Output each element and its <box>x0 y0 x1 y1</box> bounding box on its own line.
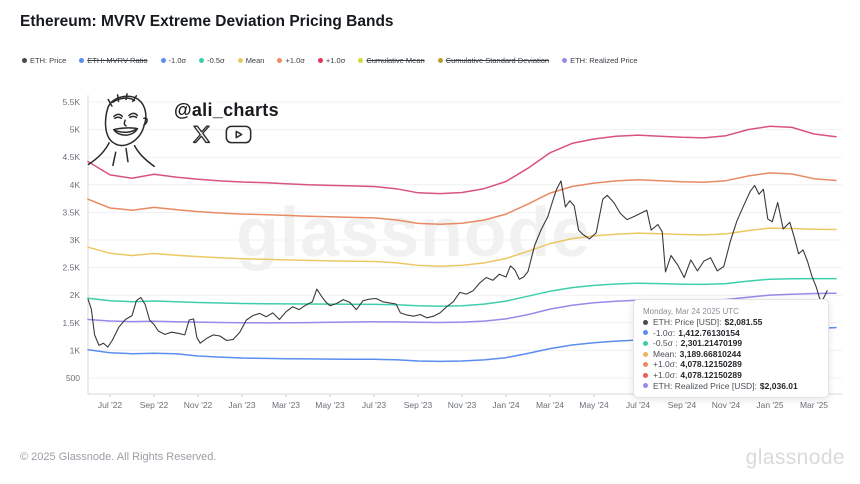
legend-label: ETH: Realized Price <box>570 56 638 65</box>
tooltip-row-1: -1.0σ: 1,412.76130154 <box>643 328 819 339</box>
tooltip-row-0: ETH: Price [USD]: $2,081.55 <box>643 317 819 328</box>
y-tick-label: 3K <box>70 235 81 245</box>
legend-dot <box>317 58 323 63</box>
legend-label: Cumulative Standard Deviation <box>445 56 550 65</box>
tooltip-row-4: +1.0σ: 4,078.12150289 <box>643 359 819 370</box>
x-tick-label: May '23 <box>315 400 345 410</box>
series-+1.0-upper-red-band- <box>87 125 837 195</box>
page-title: Ethereum: MVRV Extreme Deviation Pricing… <box>20 13 394 30</box>
x-tick-label: Nov '23 <box>448 400 477 410</box>
glassnode-logo: glassnode <box>745 446 845 469</box>
y-tick-label: 1K <box>70 345 81 355</box>
x-tick-label: Jan '24 <box>492 400 519 410</box>
series-+1.0-orange-band- <box>87 172 837 226</box>
legend-dot <box>358 58 364 63</box>
legend-dot <box>277 58 283 63</box>
x-tick-label: Mar '25 <box>800 400 828 410</box>
x-tick-label: Mar '23 <box>272 400 300 410</box>
tooltip-row-dot <box>643 340 648 346</box>
tooltip-row-dot <box>643 319 648 325</box>
tooltip-rows: ETH: Price [USD]: $2,081.55 -1.0σ: 1,412.76… <box>643 317 819 391</box>
chart-legend: ETH: Price ETH: MVRV Ratio -1.0σ -0.5σ Mean +… <box>22 56 638 65</box>
y-tick-label: 500 <box>66 373 80 383</box>
legend-item-0[interactable]: ETH: Price <box>22 56 66 65</box>
legend-label: Mean <box>245 56 265 65</box>
tooltip-date: Monday, Mar 24 2025 UTC <box>643 307 739 316</box>
y-tick-label: 2K <box>70 290 81 300</box>
x-tick-label: Nov '22 <box>184 400 213 410</box>
chart-tooltip: Monday, Mar 24 2025 UTC ETH: Price [USD]… <box>633 299 829 399</box>
legend-label: ETH: MVRV Ratio <box>87 56 148 65</box>
y-tick-label: 2.5K <box>63 263 81 273</box>
legend-item-1[interactable]: ETH: MVRV Ratio <box>79 56 148 65</box>
x-tick-label: Jul '23 <box>362 400 387 410</box>
x-tick-label: Jul '24 <box>626 400 651 410</box>
legend-label: +1.0σ <box>325 56 346 65</box>
legend-item-6[interactable]: +1.0σ <box>317 56 346 65</box>
legend-label: -0.5σ <box>207 56 225 65</box>
legend-dot <box>79 58 85 63</box>
x-tick-label: Sep '24 <box>668 400 697 410</box>
tooltip-row-dot <box>643 383 648 389</box>
y-tick-label: 3.5K <box>63 207 81 217</box>
y-tick-label: 1.5K <box>63 318 81 328</box>
legend-dot <box>22 58 27 63</box>
legend-item-8[interactable]: Cumulative Standard Deviation <box>437 56 550 65</box>
x-tick-label: Nov '24 <box>712 400 741 410</box>
tooltip-row-5: +1.0σ: 4,078.12150289 <box>643 370 819 381</box>
legend-item-3[interactable]: -0.5σ <box>199 56 225 65</box>
legend-item-2[interactable]: -1.0σ <box>160 56 187 65</box>
tooltip-row-dot <box>643 330 648 336</box>
legend-dot <box>160 58 166 63</box>
x-tick-label: Jan '23 <box>228 400 255 410</box>
x-tick-label: Jul '22 <box>98 400 123 410</box>
y-tick-label: 5.5K <box>63 97 81 107</box>
legend-dot <box>199 58 205 63</box>
ali-charts-handle: @ali_charts <box>174 100 279 120</box>
legend-dot <box>562 58 568 63</box>
youtube-icon <box>225 125 252 144</box>
tooltip-row-dot <box>643 351 648 357</box>
copyright-text: © 2025 Glassnode. All Rights Reserved. <box>20 451 217 463</box>
x-tick-label: May '24 <box>579 400 609 410</box>
tooltip-row-dot <box>643 372 648 378</box>
x-tick-label: Sep '22 <box>140 400 169 410</box>
legend-label: +1.0σ <box>285 56 305 65</box>
legend-item-4[interactable]: Mean <box>237 56 265 65</box>
legend-dot <box>437 58 443 63</box>
x-tick-label: Jan '25 <box>756 400 783 410</box>
series-mean <box>87 227 837 267</box>
x-tick-label: Sep '23 <box>404 400 433 410</box>
legend-dot <box>237 58 243 63</box>
legend-item-7[interactable]: Cumulative Mean <box>358 56 425 65</box>
ali-face-sketch-icon <box>87 93 156 168</box>
tooltip-row-6: ETH: Realized Price [USD]: $2,036.01 <box>643 381 819 392</box>
y-tick-label: 4.5K <box>63 152 81 162</box>
legend-label: Cumulative Mean <box>366 56 425 65</box>
legend-item-5[interactable]: +1.0σ <box>277 56 305 65</box>
ali-charts-watermark: @ali_charts <box>84 92 279 172</box>
y-tick-label: 4K <box>70 180 81 190</box>
tooltip-row-3: Mean: 3,189.66810244 <box>643 349 819 360</box>
series-eth-price <box>87 180 828 348</box>
legend-item-9[interactable]: ETH: Realized Price <box>562 56 638 65</box>
x-tick-label: Mar '24 <box>536 400 564 410</box>
x-twitter-icon <box>192 125 211 144</box>
tooltip-row-dot <box>643 362 648 368</box>
legend-label: -1.0σ <box>168 56 187 65</box>
y-tick-label: 5K <box>70 125 81 135</box>
series--0.5- <box>87 277 837 307</box>
legend-label: ETH: Price <box>30 56 67 65</box>
tooltip-row-2: -0.5σ :2,301.21470199 <box>643 338 819 349</box>
